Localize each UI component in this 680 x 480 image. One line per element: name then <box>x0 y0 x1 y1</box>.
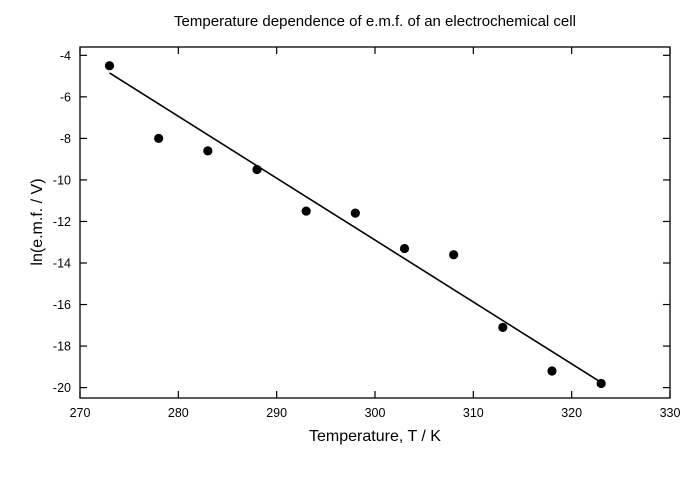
data-point <box>596 378 606 389</box>
x-tick-label: 330 <box>660 406 680 420</box>
data-point <box>154 133 164 143</box>
y-axis-ticks: -4 -6 -8 -10 -12 -14 -16 -18 -20 <box>53 49 670 395</box>
data-point <box>547 366 557 376</box>
data-point <box>399 243 410 254</box>
x-tick-label: 310 <box>463 406 484 420</box>
data-point <box>252 164 262 175</box>
y-axis-label: ln(e.m.f. / V) <box>29 178 46 265</box>
data-point <box>301 206 311 216</box>
x-tick-label: 280 <box>168 406 189 420</box>
data-points <box>104 61 606 389</box>
y-tick-label: -10 <box>53 173 71 187</box>
data-point <box>449 250 459 260</box>
data-point <box>203 146 213 156</box>
x-tick-label: 290 <box>266 406 287 420</box>
y-tick-label: -8 <box>60 132 71 146</box>
x-tick-label: 270 <box>70 406 91 420</box>
x-axis-ticks: 270 280 290 300 310 320 330 <box>70 47 680 420</box>
y-tick-label: -4 <box>60 49 71 63</box>
y-tick-label: -6 <box>60 90 71 104</box>
data-point <box>350 208 360 218</box>
fit-lines <box>109 72 602 384</box>
y-tick-label: -18 <box>53 340 71 354</box>
y-tick-label: -12 <box>53 215 71 229</box>
plot-frame <box>79 46 671 399</box>
fit-line <box>109 72 602 384</box>
data-point <box>104 61 115 71</box>
x-tick-label: 320 <box>561 406 582 420</box>
y-tick-label: -16 <box>53 298 71 312</box>
data-point <box>498 322 508 332</box>
x-tick-label: 300 <box>365 406 386 420</box>
x-axis-label: Temperature, T / K <box>309 428 441 445</box>
y-tick-label: -14 <box>53 257 71 271</box>
chart-title: Temperature dependence of e.m.f. of an e… <box>174 13 576 30</box>
y-tick-label: -20 <box>53 381 71 395</box>
